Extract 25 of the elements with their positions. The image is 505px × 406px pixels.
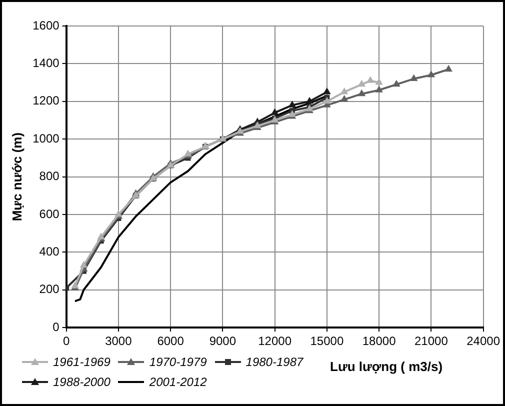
x-axis-title: Lưu lượng ( m3/s) [330, 359, 443, 374]
legend-label: 1961-1969 [53, 355, 110, 369]
x-tick-label: 18000 [362, 334, 396, 348]
legend-label: 1980-1987 [246, 355, 304, 369]
x-tick-label: 6000 [157, 334, 184, 348]
y-tick-label: 400 [39, 244, 60, 259]
x-tick-label: 21000 [414, 334, 448, 348]
legend-label: 2001-2012 [149, 375, 207, 389]
x-tick-label: 24000 [466, 334, 500, 348]
y-tick-label: 1600 [32, 18, 60, 32]
x-tick-label: 3000 [105, 334, 132, 348]
x-tick-label: 12000 [258, 334, 292, 348]
y-tick-label: 1400 [32, 56, 60, 70]
y-tick-label: 0 [52, 320, 60, 334]
y-tick-label: 600 [39, 206, 60, 221]
x-tick-label: 0 [62, 334, 70, 348]
legend-label: 1970-1979 [149, 355, 207, 369]
legend-label: 1988-2000 [53, 375, 110, 389]
y-tick-label: 800 [39, 169, 60, 184]
x-tick-label: 9000 [209, 334, 236, 348]
y-axis-title: Mực nước (m) [9, 132, 24, 222]
y-tick-label: 200 [39, 282, 60, 296]
y-tick-label: 1200 [32, 94, 60, 108]
y-tick-label: 1000 [32, 131, 60, 146]
x-tick-label: 15000 [310, 334, 344, 348]
